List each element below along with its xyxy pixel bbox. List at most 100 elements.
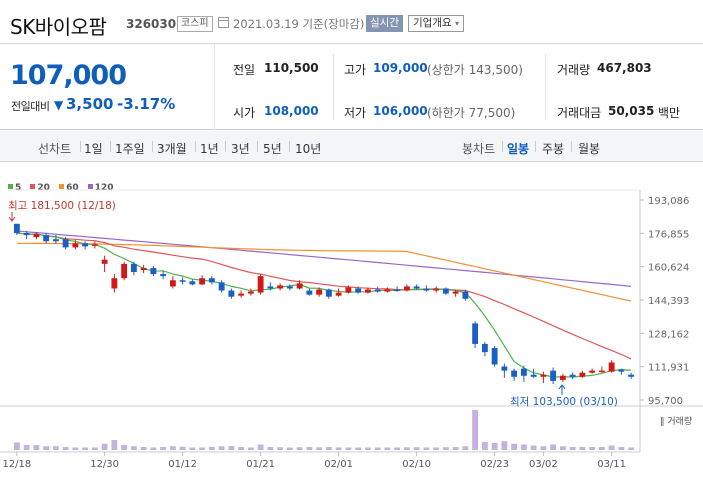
ma20-line xyxy=(16,232,632,360)
volume-bar xyxy=(43,446,50,450)
x-tick-label: 02/23 xyxy=(480,459,509,470)
volume-bar xyxy=(52,446,59,450)
period-1y[interactable]: 1년 xyxy=(200,142,219,156)
down-arrow-icon: ▼ xyxy=(54,98,64,112)
candle-body xyxy=(179,280,186,282)
y-tick-label: 160,624 xyxy=(648,263,689,274)
volume-bar xyxy=(208,447,215,450)
candle-body xyxy=(442,288,449,294)
candle-body xyxy=(394,289,401,292)
change-amount: 3,500 xyxy=(66,95,114,113)
candle-body xyxy=(374,289,381,292)
volume-bar xyxy=(62,447,69,450)
volume-bar xyxy=(501,441,508,450)
low-value: 106,000 xyxy=(373,104,428,118)
volume-bar xyxy=(491,443,498,450)
price-summary-panel: 107,000 전일대비 ▼ 3,500 -3.17% 전일 110,500 고… xyxy=(0,44,703,130)
ma5-legend-label: 5 xyxy=(15,183,22,193)
volume-bar xyxy=(355,447,362,450)
candlestick-chart[interactable]: 193,086 176,855 160,624 144,393 128,162 111,9… xyxy=(0,176,703,478)
volume-bar xyxy=(481,442,488,450)
candle-body xyxy=(62,239,69,248)
candle-weekly[interactable]: 주봉 xyxy=(542,142,565,156)
y-tick-label: 95,700 xyxy=(648,396,683,407)
realtime-button[interactable]: 실시간 xyxy=(366,15,403,32)
candle-body xyxy=(530,374,537,377)
candle-chart-label: 봉차트 xyxy=(462,142,496,156)
stock-name: SK바이오팜 xyxy=(10,15,107,39)
candle-body xyxy=(257,276,264,293)
volume-bar xyxy=(121,445,128,450)
volume-bar xyxy=(520,444,527,450)
volume-bar xyxy=(608,445,615,450)
candle-body xyxy=(472,323,479,344)
chart-period-bar: 선차트 1일 1주일 3개월 1년 3년 5년 10년 봉차트 일봉 주봉 월봉 xyxy=(0,131,703,162)
y-tick-label: 144,393 xyxy=(648,296,689,307)
candle-body xyxy=(491,348,498,365)
volume-bar xyxy=(111,440,118,450)
period-5y[interactable]: 5년 xyxy=(263,142,282,156)
volume-bar xyxy=(442,447,449,450)
ma20-legend-label: 20 xyxy=(37,183,50,193)
y-tick-label: 128,162 xyxy=(648,329,689,340)
candle-body xyxy=(189,281,196,285)
x-tick-label: 01/21 xyxy=(246,459,275,470)
change-label: 전일대비 xyxy=(11,100,50,113)
candle-body xyxy=(82,243,89,247)
volume-bar xyxy=(452,447,459,450)
candle-body xyxy=(23,233,30,236)
candle-body xyxy=(247,291,254,294)
candle-body xyxy=(511,370,518,377)
candle-body xyxy=(550,370,557,381)
volume-bar xyxy=(306,447,313,450)
candle-body xyxy=(598,370,605,373)
candle-monthly[interactable]: 월봉 xyxy=(578,142,601,156)
period-1w[interactable]: 1주일 xyxy=(115,142,145,156)
period-3m[interactable]: 3개월 xyxy=(157,142,187,156)
volume-bar xyxy=(33,445,40,450)
prev-close-value: 110,500 xyxy=(264,61,319,75)
volume-bar xyxy=(598,447,605,450)
candle-body xyxy=(413,286,420,289)
period-10y[interactable]: 10년 xyxy=(295,142,322,156)
x-tick-label: 01/12 xyxy=(168,459,197,470)
candle-body xyxy=(433,288,440,291)
volume-bar xyxy=(91,447,98,450)
volume-bar xyxy=(413,447,420,450)
period-1d[interactable]: 1일 xyxy=(84,142,103,156)
y-tick-label: 111,931 xyxy=(648,363,689,374)
volume-bar xyxy=(150,447,157,450)
candle-body xyxy=(277,285,284,289)
stock-header: SK바이오팜 326030 코스피 2021.03.19 기준(장마감) 실시간… xyxy=(0,0,703,44)
candle-body xyxy=(452,291,459,294)
candle-body xyxy=(140,267,147,271)
ma5-legend: 5 xyxy=(8,183,21,193)
volume-bar xyxy=(394,447,401,450)
candle-body xyxy=(286,286,293,289)
volume-label: 거래량 xyxy=(557,63,591,77)
base-date: 2021.03.19 기준(장마감) xyxy=(233,17,365,31)
current-price: 107,000 xyxy=(10,60,127,91)
volume-bar xyxy=(179,446,186,450)
volume-bar xyxy=(579,447,586,450)
volume-bar xyxy=(257,444,264,450)
volume-bar xyxy=(511,443,518,450)
chevron-down-icon: ▾ xyxy=(454,19,459,28)
x-tick-label: 03/11 xyxy=(597,459,626,470)
volume-bar xyxy=(433,447,440,450)
candle-body xyxy=(608,362,615,372)
candle-body xyxy=(423,288,430,291)
low-label: 저가 xyxy=(344,106,367,120)
prev-close-label: 전일 xyxy=(233,63,256,77)
company-overview-dropdown[interactable]: 기업개요 ▾ xyxy=(408,15,464,32)
candle-daily[interactable]: 일봉 xyxy=(507,142,530,156)
volume-bar xyxy=(559,446,566,450)
volume-bar xyxy=(169,446,176,450)
calendar-icon xyxy=(218,17,229,28)
volume-bar xyxy=(472,410,479,450)
open-label: 시가 xyxy=(233,106,256,120)
trade-amount-unit: 백만 xyxy=(658,106,681,120)
volume-value: 467,803 xyxy=(597,61,652,75)
period-3y[interactable]: 3년 xyxy=(231,142,250,156)
candle-body xyxy=(43,235,50,242)
